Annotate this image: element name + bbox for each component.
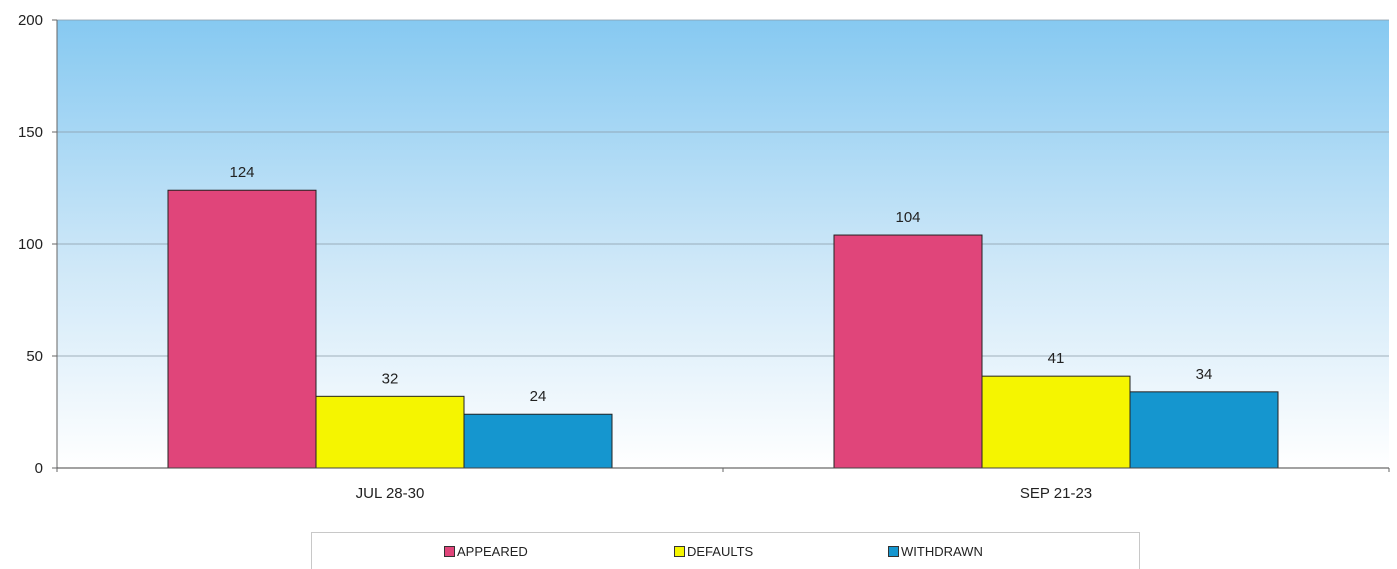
bar-withdrawn-0 [463, 413, 613, 469]
axes [52, 19, 1390, 472]
y-tick-label: 200 [18, 12, 43, 29]
legend-item-appeared: APPEARED [444, 544, 528, 559]
data-label-withdrawn-1: 34 [1196, 366, 1213, 383]
y-tick-label: 0 [35, 460, 43, 477]
bars [167, 189, 1279, 469]
bar-defaults-0 [315, 395, 465, 469]
y-tick-label: 150 [18, 124, 43, 141]
x-tick-label: JUL 28-30 [356, 485, 425, 502]
data-label-defaults-1: 41 [1048, 350, 1065, 367]
legend-swatch-defaults [674, 546, 685, 557]
bar-appeared-1 [833, 234, 983, 469]
bar-chart: 124 32 24 104 41 34 0 50 100 150 200 JUL 28-30 SEP… [18, 12, 1390, 502]
data-label-appeared-0: 124 [229, 164, 254, 181]
legend-label-appeared: APPEARED [457, 544, 528, 559]
y-tick-label: 50 [26, 348, 43, 365]
bar-defaults-1 [981, 375, 1131, 469]
data-label-defaults-0: 32 [382, 370, 399, 387]
legend-item-withdrawn: WITHDRAWN [888, 544, 983, 559]
legend: APPEARED DEFAULTS WITHDRAWN [311, 532, 1140, 569]
legend-swatch-appeared [444, 546, 455, 557]
data-label-withdrawn-0: 24 [530, 388, 547, 405]
legend-item-defaults: DEFAULTS [674, 544, 753, 559]
data-labels: 124 32 24 104 41 34 [229, 164, 1212, 405]
y-axis-ticks: 0 50 100 150 200 [18, 12, 43, 477]
legend-label-defaults: DEFAULTS [687, 544, 754, 559]
data-label-appeared-1: 104 [895, 209, 920, 226]
x-axis-ticks: JUL 28-30 SEP 21-23 [356, 485, 1092, 502]
legend-label-withdrawn: WITHDRAWN [901, 544, 983, 559]
y-tick-label: 100 [18, 236, 43, 253]
bar-withdrawn-1 [1129, 391, 1279, 469]
x-tick-label: SEP 21-23 [1020, 485, 1092, 502]
bar-appeared-0 [167, 189, 317, 469]
legend-swatch-withdrawn [888, 546, 899, 557]
